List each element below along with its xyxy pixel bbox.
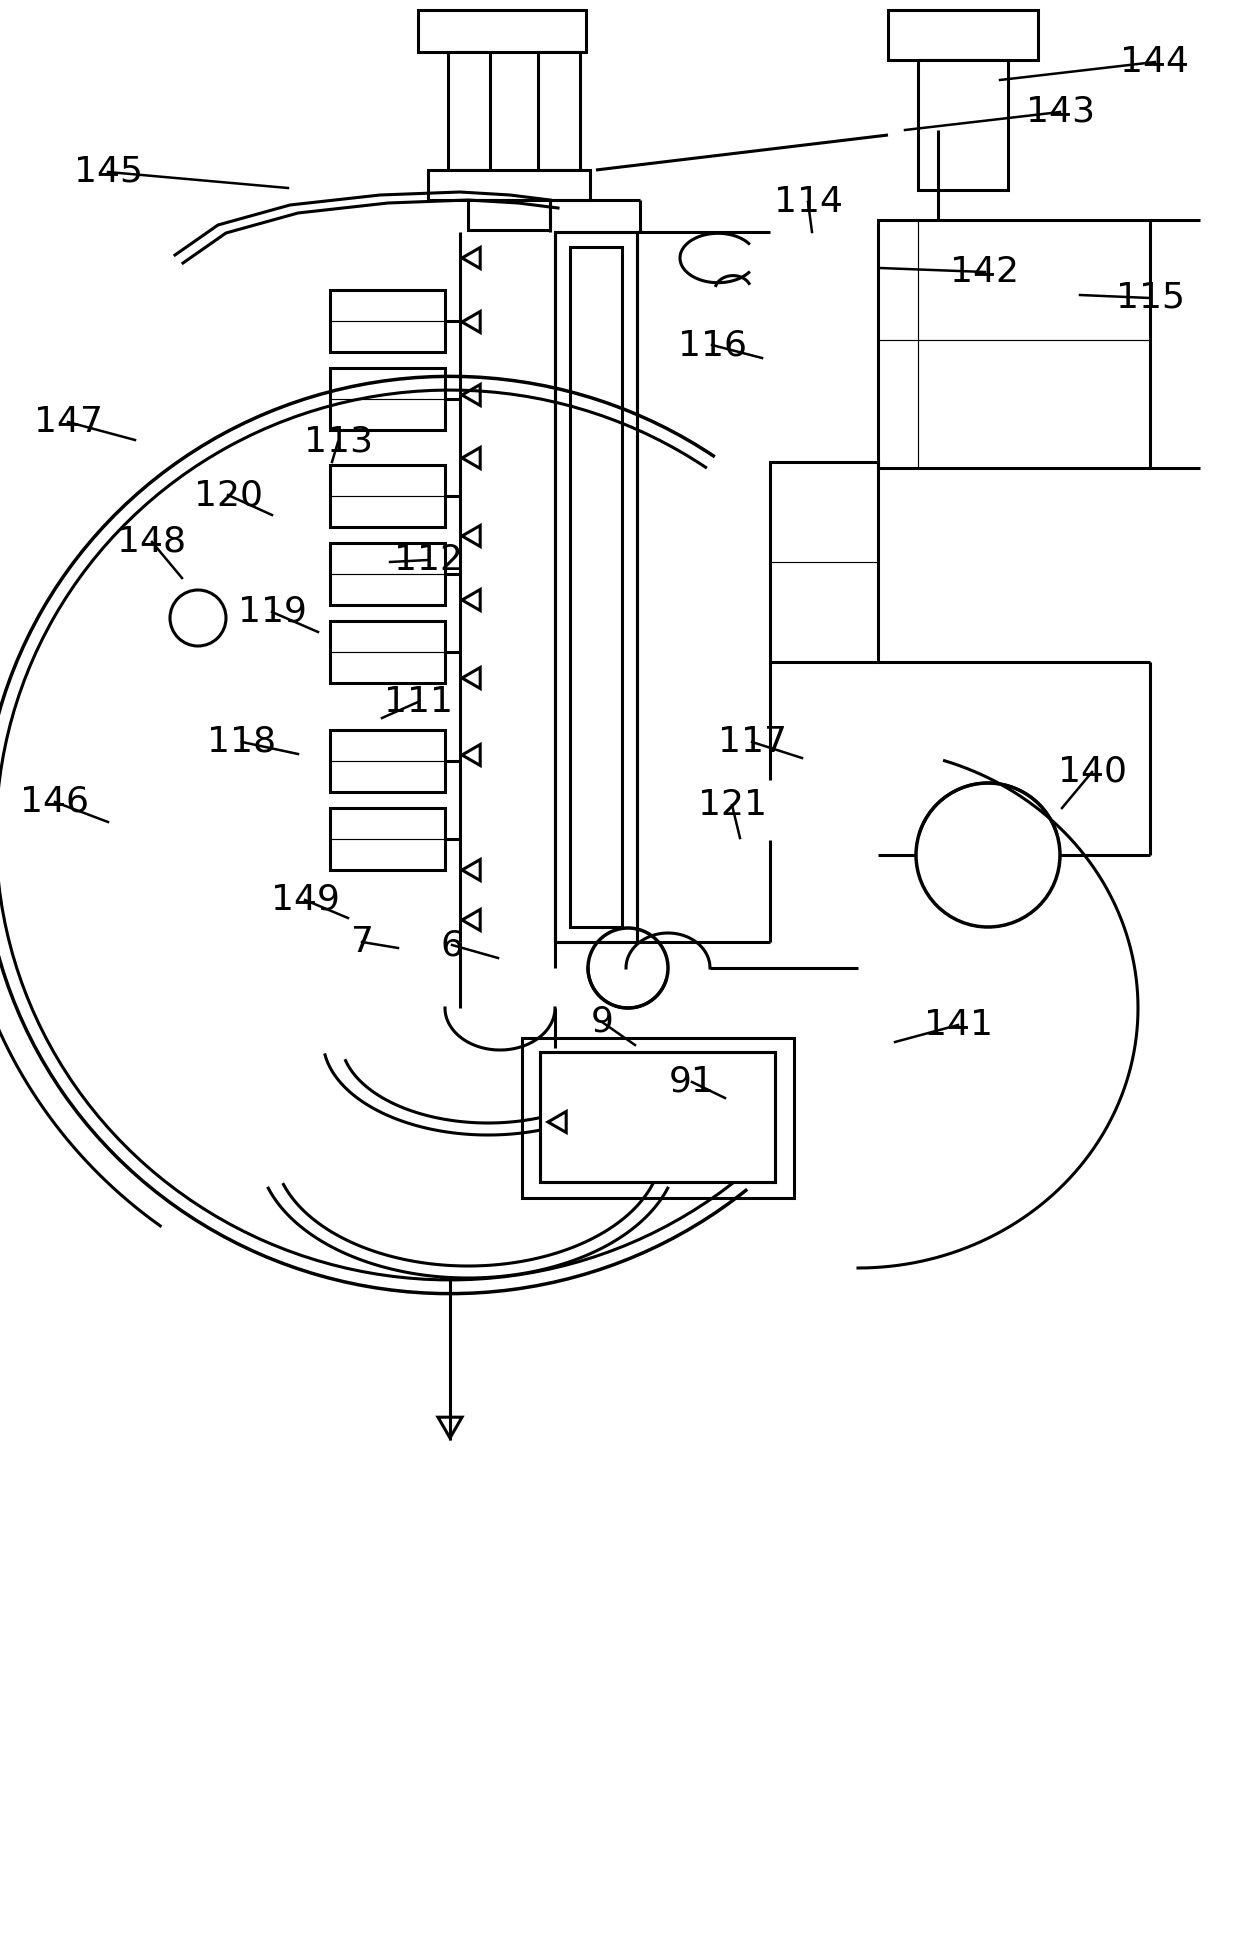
Text: 119: 119 — [238, 595, 306, 630]
Bar — [538, 52, 580, 170]
Bar — [330, 622, 445, 684]
Text: 144: 144 — [1121, 45, 1189, 79]
Text: 121: 121 — [697, 788, 766, 821]
Bar — [770, 463, 878, 662]
Text: 147: 147 — [33, 405, 103, 440]
Bar — [330, 730, 445, 792]
Text: 143: 143 — [1025, 95, 1095, 130]
Text: 6: 6 — [440, 928, 464, 963]
Bar — [330, 368, 445, 430]
Bar — [556, 232, 637, 941]
Bar — [918, 60, 1008, 190]
Bar — [878, 221, 1149, 469]
Bar — [330, 808, 445, 870]
Text: 113: 113 — [304, 424, 372, 459]
Text: 115: 115 — [1116, 281, 1184, 316]
Text: 91: 91 — [670, 1065, 715, 1098]
Text: 116: 116 — [677, 327, 746, 362]
Text: 140: 140 — [1058, 755, 1126, 788]
Bar — [428, 170, 590, 200]
Bar — [539, 1052, 775, 1182]
Text: 7: 7 — [351, 926, 373, 959]
Text: 112: 112 — [393, 542, 463, 577]
Text: 9: 9 — [590, 1005, 614, 1038]
Bar — [467, 200, 551, 231]
Text: 142: 142 — [951, 256, 1019, 289]
Bar — [448, 52, 490, 170]
Bar — [330, 291, 445, 353]
Text: 149: 149 — [270, 883, 340, 916]
Bar — [522, 1038, 794, 1197]
Text: 148: 148 — [118, 525, 186, 560]
Text: 117: 117 — [718, 724, 786, 759]
Bar — [556, 232, 637, 941]
Bar — [330, 465, 445, 527]
Text: 118: 118 — [207, 724, 277, 759]
Text: 111: 111 — [383, 686, 453, 719]
Text: 141: 141 — [924, 1007, 992, 1042]
Bar — [330, 542, 445, 604]
Bar — [418, 10, 587, 52]
Bar — [539, 1052, 775, 1182]
Text: 114: 114 — [774, 186, 842, 219]
Text: 146: 146 — [21, 784, 89, 819]
Bar — [888, 10, 1038, 60]
Bar — [570, 248, 622, 928]
Text: 120: 120 — [193, 478, 263, 511]
Text: 145: 145 — [73, 155, 143, 190]
